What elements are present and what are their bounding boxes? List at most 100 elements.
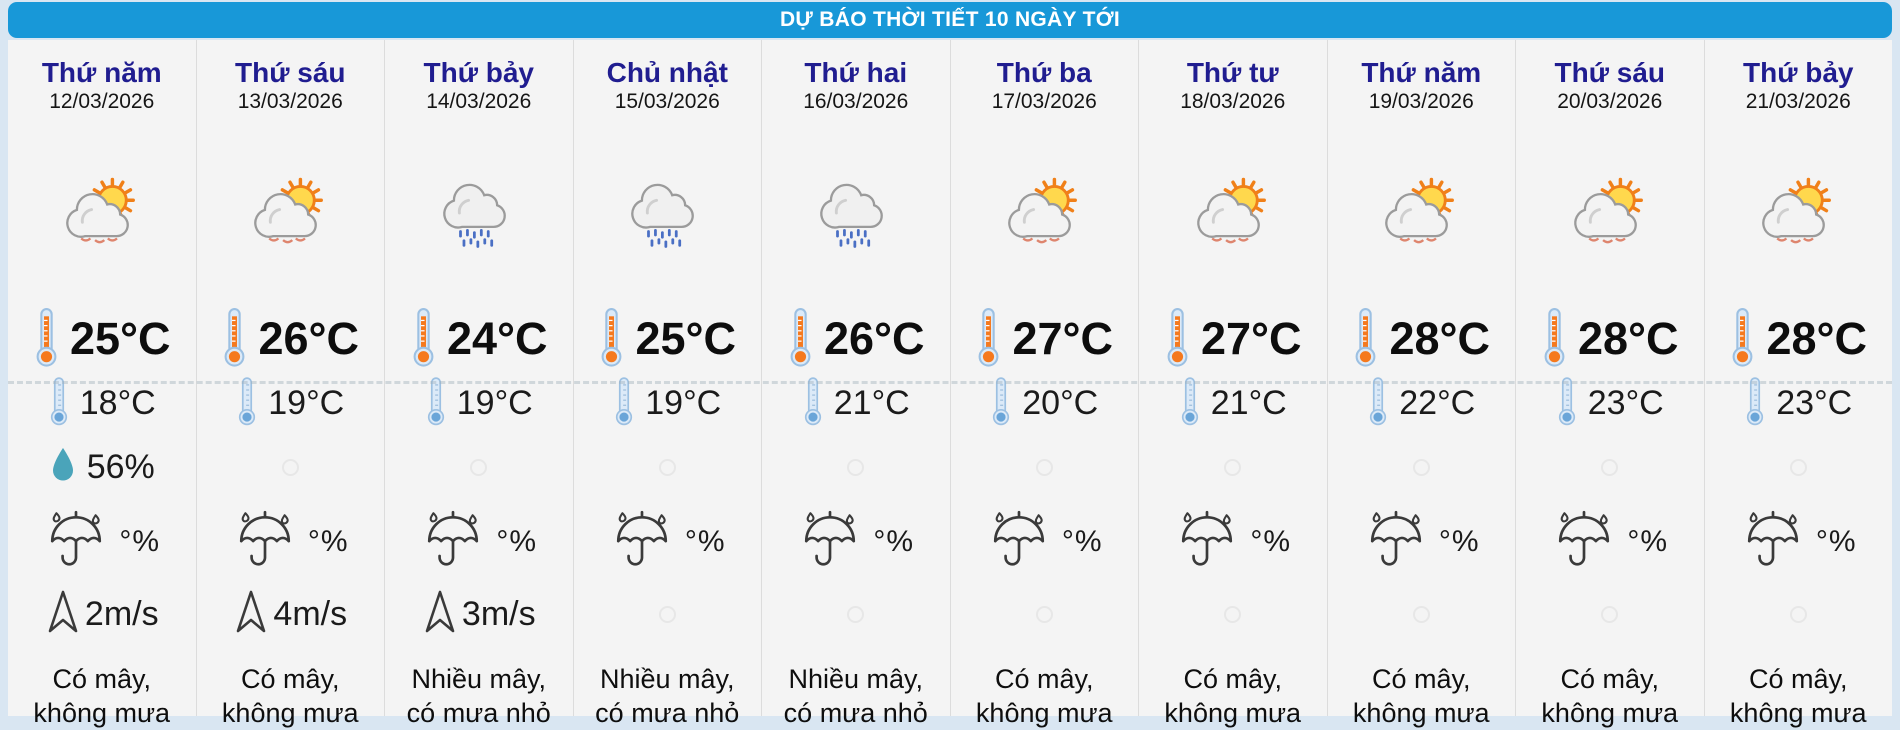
wind-arrow-icon [422,589,458,640]
placeholder-circle-icon [1601,605,1619,623]
humidity-value: 56% [86,447,155,486]
weather-description: Có mây, không mưa [221,664,359,728]
umbrella-rain-icon [232,507,298,578]
sun-cloud-icon [1004,176,1084,304]
rain-chance-value: °% [1438,525,1480,558]
weather-description: Có mây, không mưa [1729,664,1867,728]
weather-description: Có mây, không mưa [1541,664,1679,728]
placeholder-circle-icon [658,605,676,623]
thermometer-high-icon [1164,307,1191,372]
day-date: 20/03/2026 [1557,90,1663,113]
rain-chance-value: °% [307,525,349,558]
forecast-day-column[interactable]: Thứ hai 16/03/2026 [762,40,951,728]
rain-chance-value: °% [496,525,538,558]
thermometer-low-icon [1556,376,1578,431]
rain-chance-value: °% [684,525,726,558]
day-name: Thứ năm [1361,57,1482,88]
weather-description: Có mây, không mưa [975,664,1113,728]
placeholder-circle-icon [281,458,299,476]
thermometer-low-icon [236,376,258,431]
thermometer-high-icon [975,307,1002,372]
thermometer-low-icon [1744,376,1766,431]
forecast-day-column[interactable]: Thứ sáu 20/03/2026 [1516,40,1705,728]
placeholder-circle-icon [847,458,865,476]
umbrella-rain-icon [1551,507,1617,578]
day-name: Thứ năm [41,57,162,88]
low-temperature: 23°C [1587,383,1664,422]
umbrella-rain-icon [1363,507,1429,578]
thermometer-low-icon [48,376,70,431]
day-name: Thứ sáu [1554,57,1665,88]
sun-cloud-icon [1570,176,1650,304]
weather-description: Nhiều mây, có mưa nhỏ [406,664,551,728]
low-temperature: 18°C [79,383,156,422]
day-name: Thứ sáu [234,57,346,88]
umbrella-rain-icon [609,507,675,578]
high-temperature: 24°C [446,313,548,364]
rain-chance-value: °% [1061,525,1103,558]
placeholder-circle-icon [1224,458,1242,476]
forecast-day-column[interactable]: Chủ nhật 15/03/2026 [573,40,762,728]
weather-description: Có mây, không mưa [1164,664,1302,728]
day-name: Thứ tư [1186,57,1279,88]
thermometer-high-icon [598,307,625,372]
placeholder-circle-icon [847,605,865,623]
high-temperature: 26°C [258,313,360,364]
placeholder-circle-icon [1412,458,1430,476]
day-date: 16/03/2026 [803,90,909,113]
placeholder-circle-icon [1035,458,1053,476]
sun-cloud-icon [1381,176,1461,304]
day-name: Thứ ba [996,57,1092,88]
weather-description: Có mây, không mưa [1352,664,1490,728]
thermometer-high-icon [221,307,248,372]
umbrella-rain-icon [43,507,109,578]
thermometer-high-icon [410,307,437,372]
day-date: 18/03/2026 [1180,90,1286,113]
placeholder-circle-icon [1412,605,1430,623]
weather-description: Có mây, không mưa [33,664,171,728]
forecast-day-column[interactable]: Thứ năm 19/03/2026 [1327,40,1516,728]
forecast-columns: Thứ năm 12/03/2026 [8,40,1892,728]
high-temperature: 28°C [1766,313,1868,364]
forecast-day-column[interactable]: Thứ sáu 13/03/2026 [196,40,385,728]
high-temperature: 27°C [1200,313,1302,364]
thermometer-low-icon [990,376,1012,431]
low-temperature: 20°C [1022,383,1099,422]
thermometer-high-icon [1352,307,1379,372]
day-date: 17/03/2026 [991,90,1097,113]
umbrella-rain-icon [797,507,863,578]
placeholder-circle-icon [658,458,676,476]
day-date: 19/03/2026 [1368,90,1474,113]
forecast-day-column[interactable]: Thứ tư 18/03/2026 [1139,40,1328,728]
thermometer-high-icon [787,307,814,372]
thermometer-high-icon [1541,307,1568,372]
low-temperature: 21°C [833,383,910,422]
day-date: 13/03/2026 [237,90,343,113]
high-temperature: 27°C [1012,313,1114,364]
forecast-day-column[interactable]: Thứ bảy 14/03/2026 [385,40,574,728]
wind-speed-value: 4m/s [273,594,348,633]
forecast-day-column[interactable]: Thứ bảy 21/03/2026 [1704,40,1892,728]
day-name: Thứ bảy [423,57,534,88]
forecast-day-column[interactable]: Thứ năm 12/03/2026 [8,40,197,728]
umbrella-rain-icon [420,507,486,578]
rain-chance-value: °% [873,525,915,558]
forecast-day-column[interactable]: Thứ ba 17/03/2026 [950,40,1139,728]
rain-cloud-icon [439,176,519,304]
weather-description: Nhiều mây, có mưa nhỏ [783,664,928,728]
low-temperature: 21°C [1210,383,1287,422]
water-drop-icon [49,446,77,489]
day-name: Chủ nhật [606,57,728,88]
high-temperature: 28°C [1389,313,1491,364]
placeholder-circle-icon [1035,605,1053,623]
high-temperature: 25°C [69,313,171,364]
low-temperature: 19°C [456,383,533,422]
low-temperature: 23°C [1776,383,1853,422]
thermometer-low-icon [1367,376,1389,431]
high-temperature: 26°C [823,313,925,364]
high-temperature: 25°C [635,313,737,364]
rain-chance-value: °% [119,525,161,558]
umbrella-rain-icon [1740,507,1806,578]
weather-description: Nhiều mây, có mưa nhỏ [595,664,740,728]
placeholder-circle-icon [1601,458,1619,476]
